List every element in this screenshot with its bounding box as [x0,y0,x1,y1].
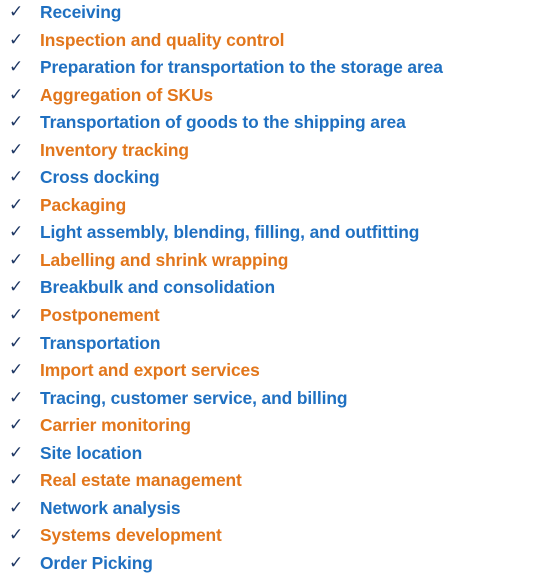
check-icon: ✓ [9,29,24,50]
check-icon: ✓ [9,470,24,491]
list-item-label: Aggregation of SKUs [40,84,213,105]
list-item: ✓ Order Picking [0,550,537,578]
list-item-label: Postponement [40,305,160,326]
list-item: ✓ Labelling and shrink wrapping [0,247,537,275]
list-item-label: Packaging [40,194,127,215]
list-item-label: Preparation for transportation to the st… [40,57,443,78]
list-item: ✓ Packaging [0,192,537,220]
list-item-label: Inspection and quality control [40,29,285,50]
check-icon: ✓ [9,194,24,215]
list-item-label: Labelling and shrink wrapping [40,249,289,270]
list-item-label: Light assembly, blending, filling, and o… [40,222,420,243]
list-item: ✓ Cross docking [0,164,537,192]
check-icon: ✓ [9,222,24,243]
list-item-label: Carrier monitoring [40,415,191,436]
check-icon: ✓ [9,167,24,188]
list-item: ✓ Postponement [0,302,537,330]
list-item-label: Inventory tracking [40,139,189,160]
check-icon: ✓ [9,497,24,518]
check-icon: ✓ [9,84,24,105]
list-item: ✓ Transportation [0,330,537,358]
list-item: ✓ Network analysis [0,495,537,523]
check-icon: ✓ [9,249,24,270]
check-icon: ✓ [9,387,24,408]
list-item: ✓ Breakbulk and consolidation [0,274,537,302]
check-icon: ✓ [9,57,24,78]
check-icon: ✓ [9,277,24,298]
list-item: ✓ Inspection and quality control [0,27,537,55]
check-icon: ✓ [9,2,24,22]
list-item-label: Tracing, customer service, and billing [40,387,348,408]
list-item-label: Transportation of goods to the shipping … [40,112,406,133]
list-item: ✓ Site location [0,440,537,468]
check-icon: ✓ [9,442,24,463]
list-item-label: Import and export services [40,360,260,381]
list-item: ✓ Preparation for transportation to the s… [0,54,537,82]
list-item: ✓ Import and export services [0,357,537,385]
list-item: ✓ Real estate management [0,467,537,495]
check-icon: ✓ [9,332,24,353]
list-item-label: Site location [40,442,143,463]
check-icon: ✓ [9,415,24,436]
check-icon: ✓ [9,112,24,133]
list-item: ✓ Carrier monitoring [0,412,537,440]
check-icon: ✓ [9,360,24,381]
list-item-label: Cross docking [40,167,160,188]
check-icon: ✓ [9,305,24,326]
list-item: ✓ Transportation of goods to the shipping… [0,109,537,137]
check-icon: ✓ [9,525,24,546]
list-item: ✓ Systems development [0,522,537,550]
list-item: ✓ Inventory tracking [0,137,537,165]
list-item-label: Real estate management [40,470,242,491]
check-icon: ✓ [9,552,24,573]
check-icon: ✓ [9,139,24,160]
list-item-label: Receiving [40,2,122,22]
list-item: ✓ Aggregation of SKUs [0,82,537,110]
list-item: ✓ Light assembly, blending, filling, and … [0,219,537,247]
list-item-label: Breakbulk and consolidation [40,277,276,298]
list-item-label: Transportation [40,332,161,353]
list-item-label: Network analysis [40,497,181,518]
list-item: ✓ Receiving [0,0,537,27]
list-item: ✓ Tracing, customer service, and billing [0,385,537,413]
list-item-label: Order Picking [40,552,153,573]
list-item-label: Systems development [40,525,222,546]
